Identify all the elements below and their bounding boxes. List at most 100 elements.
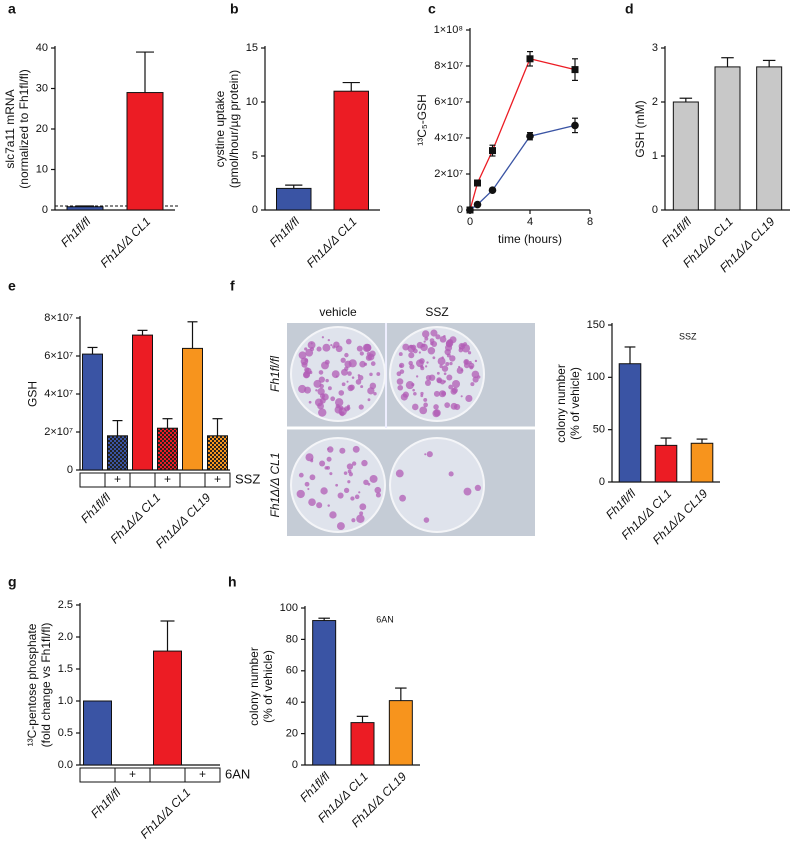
colony xyxy=(432,356,436,360)
y-tick-label: 0 xyxy=(67,464,73,476)
colony xyxy=(396,378,404,385)
y-axis-label: ¹³C-pentose phosphate xyxy=(25,623,39,746)
y-tick-label: 10 xyxy=(246,96,258,108)
colony xyxy=(358,491,361,494)
colony xyxy=(327,338,330,342)
colony xyxy=(460,343,464,348)
colony xyxy=(431,341,438,347)
colony xyxy=(439,335,447,343)
marker xyxy=(473,200,482,209)
y-tick-label: 0.5 xyxy=(58,727,73,739)
bar xyxy=(312,620,337,766)
error-bar xyxy=(112,420,123,436)
y-tick-label: 15 xyxy=(246,42,258,54)
note: SSZ xyxy=(679,331,697,341)
colony xyxy=(443,372,447,376)
colony xyxy=(357,375,364,381)
colony xyxy=(339,447,346,454)
colony xyxy=(337,492,344,499)
colony xyxy=(326,456,332,462)
y-tick-label: 8×10⁷ xyxy=(434,60,463,72)
colony xyxy=(363,362,368,366)
colony xyxy=(465,394,473,403)
colony xyxy=(347,469,352,474)
colony xyxy=(376,372,381,376)
y-tick-label: 60 xyxy=(286,665,298,677)
bar xyxy=(690,442,714,483)
colony xyxy=(453,403,461,411)
marker xyxy=(526,132,534,140)
bar xyxy=(83,700,112,766)
error-bar xyxy=(212,418,223,436)
colony xyxy=(338,390,345,396)
panel-letter: d xyxy=(625,1,634,17)
y-tick-label: 0 xyxy=(252,204,258,216)
bar xyxy=(388,700,413,766)
colony xyxy=(408,352,415,359)
colony xyxy=(423,517,430,523)
y-tick-label: 80 xyxy=(286,633,298,645)
colony xyxy=(460,395,463,398)
x-tick-label: Fh1Δ/Δ CL1 xyxy=(137,785,193,841)
colony xyxy=(448,384,454,390)
marker xyxy=(488,186,497,194)
y-axis-label: (% of vehicle) xyxy=(261,650,275,723)
colony xyxy=(348,384,355,391)
colony xyxy=(463,342,467,346)
colony xyxy=(441,391,447,397)
colony xyxy=(355,379,362,385)
y-axis-label: ¹³C₅-GSH xyxy=(415,94,429,146)
colony xyxy=(441,356,444,359)
marker xyxy=(571,121,579,130)
x-tick-label: Fh1fl/fl xyxy=(78,490,114,526)
bar xyxy=(756,66,783,211)
panel-letter: h xyxy=(228,574,237,590)
colony xyxy=(369,474,378,483)
colony xyxy=(474,484,482,492)
x-tick-label: Fh1fl/fl xyxy=(58,214,94,250)
colony xyxy=(415,375,419,378)
marker xyxy=(571,66,579,74)
y-tick-label: 20 xyxy=(36,123,48,135)
y-tick-label: 0.0 xyxy=(58,759,73,771)
colony xyxy=(432,409,440,418)
colony xyxy=(321,361,329,370)
bar xyxy=(66,206,104,211)
marker xyxy=(466,206,474,214)
colony xyxy=(373,392,377,396)
colony xyxy=(463,487,472,496)
y-tick-label: 100 xyxy=(587,371,605,383)
colony xyxy=(362,343,372,353)
error-bar xyxy=(87,346,98,355)
panel-letter: c xyxy=(428,1,436,17)
colony xyxy=(412,388,415,392)
y-tick-label: 8×10⁷ xyxy=(44,312,73,324)
colony xyxy=(356,514,365,523)
colony xyxy=(352,445,360,453)
colony xyxy=(441,365,449,372)
marker xyxy=(489,147,496,155)
colony xyxy=(469,365,474,370)
colony xyxy=(456,367,464,374)
colony xyxy=(470,382,475,387)
colony xyxy=(424,336,429,341)
colony xyxy=(367,353,375,361)
colony xyxy=(298,384,307,394)
colony xyxy=(298,472,304,478)
image-row-label: Fh1Δ/Δ CL1 xyxy=(268,452,282,517)
colony xyxy=(319,393,326,399)
colony xyxy=(367,482,371,486)
colony xyxy=(419,406,428,415)
bar xyxy=(207,435,228,471)
colony xyxy=(448,471,454,477)
bar xyxy=(157,427,178,471)
error-bar xyxy=(356,715,369,723)
colony xyxy=(375,492,381,498)
y-tick-label: 2×10⁷ xyxy=(434,168,463,180)
colony xyxy=(424,365,428,368)
colony xyxy=(445,362,450,367)
colony xyxy=(304,358,309,363)
colony xyxy=(309,474,316,481)
colony xyxy=(318,370,324,375)
colony xyxy=(395,469,404,478)
